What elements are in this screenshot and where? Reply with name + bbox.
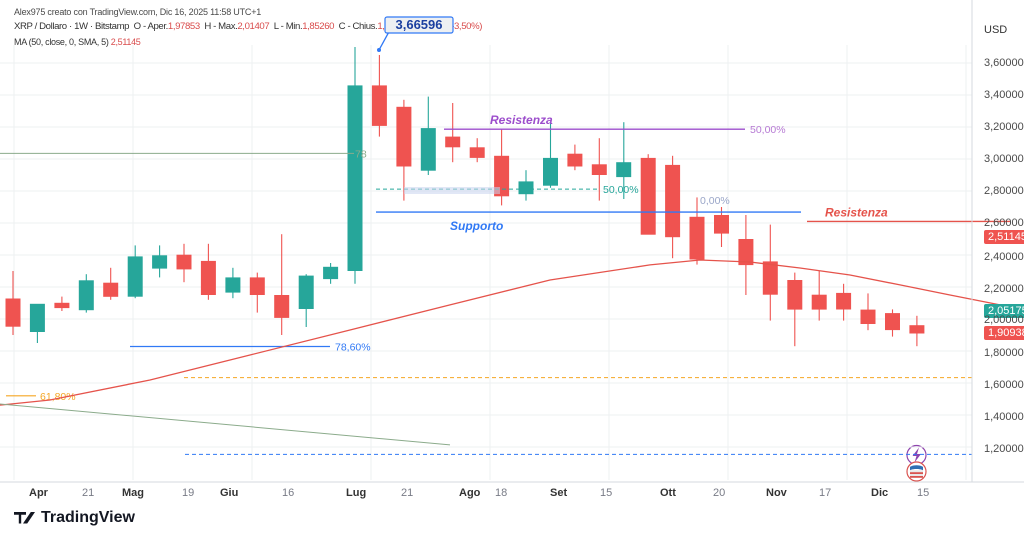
svg-text:Resistenza: Resistenza — [490, 113, 553, 127]
svg-text:78: 78 — [355, 148, 367, 160]
svg-text:Supporto: Supporto — [450, 219, 503, 233]
svg-text:0,00%: 0,00% — [700, 195, 730, 207]
svg-text:50,00%: 50,00% — [750, 124, 786, 136]
svg-text:Resistenza: Resistenza — [825, 205, 888, 219]
svg-text:50,00%: 50,00% — [603, 184, 639, 196]
svg-text:78,60%: 78,60% — [335, 342, 371, 354]
